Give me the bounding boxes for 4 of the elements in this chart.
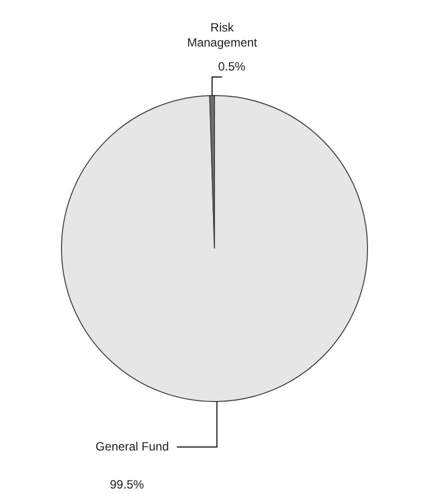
slice-label: Risk Management: [187, 20, 258, 50]
data-label: 99.5%: [110, 477, 144, 492]
data-label: 0.5%: [218, 59, 246, 74]
slice-label: General Fund: [96, 439, 169, 454]
